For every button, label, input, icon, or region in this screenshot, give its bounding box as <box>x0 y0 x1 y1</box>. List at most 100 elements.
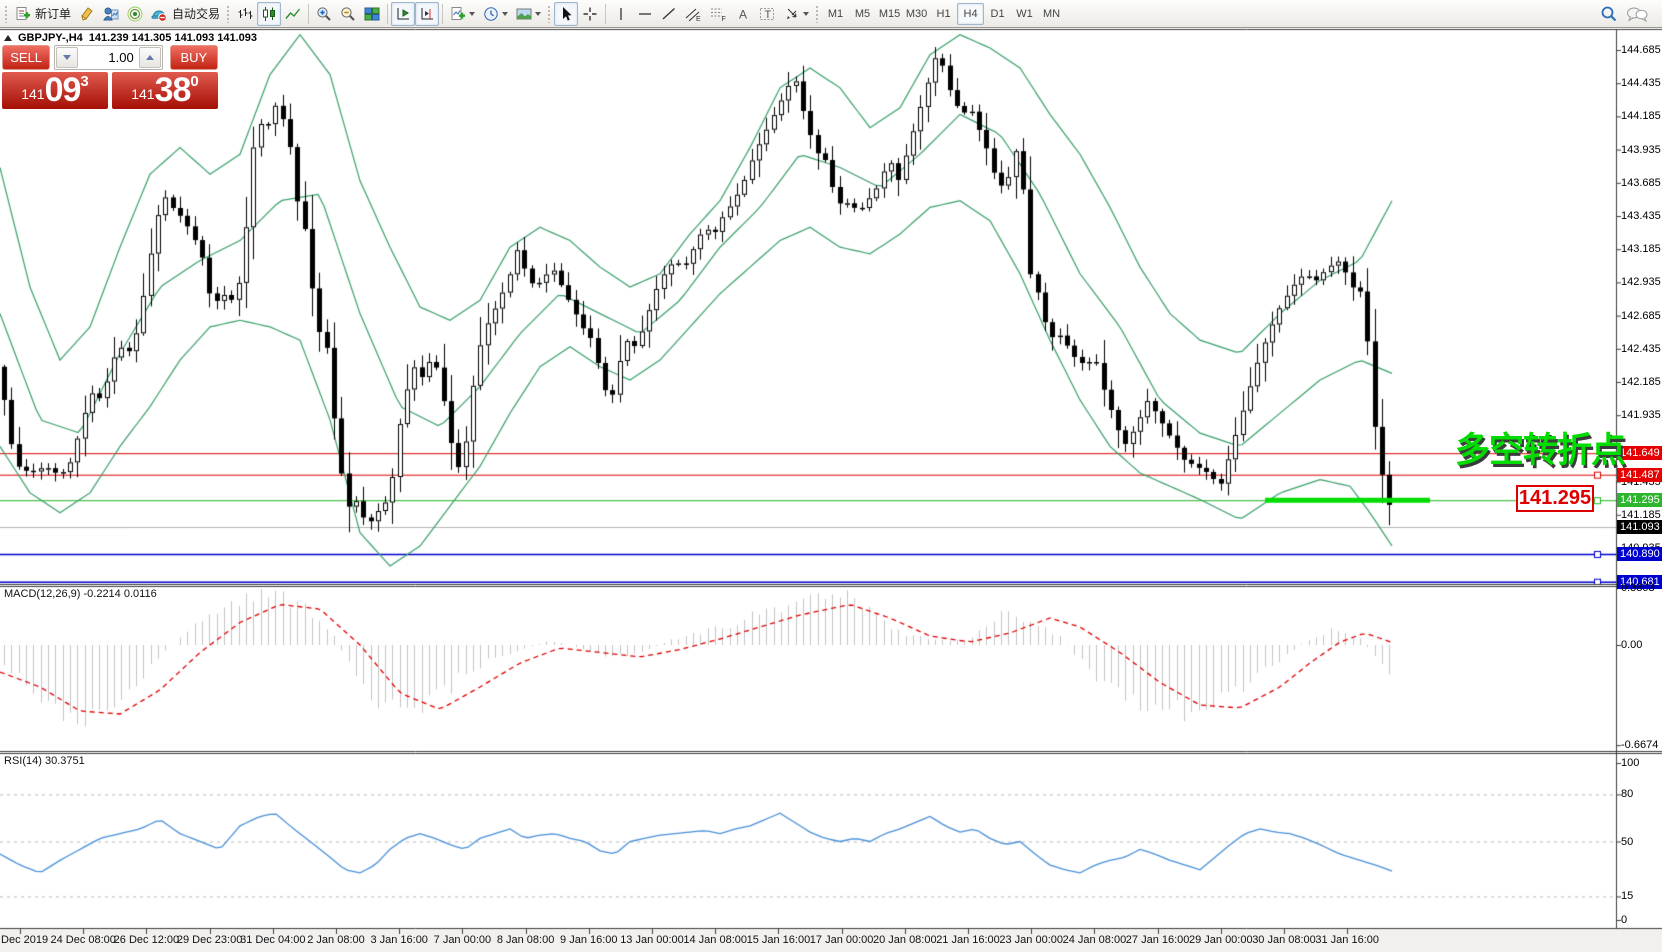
date-tick-label: 14 Jan 08:00 <box>683 934 747 946</box>
price-tick: 143.185 <box>1621 243 1661 256</box>
text-label-button[interactable]: T <box>755 2 780 26</box>
date-tick-label: 21 Jan 16:00 <box>936 934 1000 946</box>
arrows-button[interactable] <box>780 2 813 26</box>
vertical-line-button[interactable] <box>609 2 633 26</box>
date-tick-label: 2 Jan 08:00 <box>307 934 365 946</box>
fibonacci-button[interactable]: F <box>706 2 731 26</box>
crosshair-button[interactable] <box>578 2 602 26</box>
timeframe-M30[interactable]: M30 <box>905 7 928 20</box>
timeframe-D1[interactable]: D1 <box>990 7 1005 20</box>
timeframe-M1[interactable]: M1 <box>827 7 844 20</box>
collapse-panel-icon[interactable] <box>4 35 12 41</box>
profile-button[interactable] <box>99 2 123 26</box>
date-tick-label: 3 Jan 16:00 <box>370 934 428 946</box>
date-tick-label: 7 Jan 00:00 <box>433 934 492 946</box>
new-chart-button[interactable] <box>446 2 479 26</box>
price-marker: 141.649 <box>1617 446 1662 461</box>
horizontal-line-icon <box>637 6 653 22</box>
wand-icon <box>79 6 95 22</box>
dropdown-caret-icon <box>535 11 542 16</box>
chart-canvas[interactable] <box>0 28 1662 952</box>
volume-decrease-button[interactable] <box>56 47 79 68</box>
toolbar-grip[interactable] <box>547 4 553 23</box>
price-tick: 144.435 <box>1621 77 1661 90</box>
chat-button[interactable] <box>1622 2 1652 26</box>
autotrading-button[interactable]: 自动交易 <box>147 2 224 26</box>
zoom-in-button[interactable] <box>312 2 336 26</box>
tile-windows-button[interactable] <box>360 2 384 26</box>
price-marker: 141.295 <box>1617 493 1662 508</box>
text-button[interactable]: A <box>731 2 755 26</box>
main-toolbar: 新订单 自动交易 <box>0 0 1662 28</box>
price-tick: 142.685 <box>1621 309 1661 322</box>
cursor-button[interactable] <box>554 1 579 26</box>
equidistant-channel-button[interactable]: E <box>681 2 706 26</box>
new-order-label: 新订单 <box>35 7 72 21</box>
timeframe-M15[interactable]: M15 <box>878 7 901 20</box>
date-tick-label: 29 Dec 23:00 <box>176 934 243 946</box>
trendline-button[interactable] <box>657 2 681 26</box>
sell-button[interactable]: SELL <box>2 45 51 70</box>
search-icon <box>1600 5 1618 23</box>
fibonacci-icon: F <box>710 6 727 22</box>
volume-increase-button[interactable] <box>138 47 161 68</box>
date-tick-label: 17 Jan 00:00 <box>809 934 874 946</box>
candlestick-chart-icon <box>261 6 277 22</box>
chart-text-annotation[interactable]: 多空转折点 <box>1455 431 1626 470</box>
one-click-trading-panel: SELL BUY 141 09 3 141 38 0 <box>2 45 218 109</box>
svg-text:T: T <box>765 9 772 21</box>
signals-button[interactable] <box>123 2 147 26</box>
arrow-shapes-icon <box>784 6 800 22</box>
line-chart-button[interactable] <box>281 2 305 26</box>
timeframe-H4[interactable]: H4 <box>957 2 985 25</box>
timeframe-H1[interactable]: H1 <box>936 7 951 20</box>
crosshair-icon <box>582 6 598 22</box>
svg-text:F: F <box>722 16 726 22</box>
timeframe-MN[interactable]: MN <box>1042 7 1061 20</box>
template-button[interactable] <box>512 2 545 26</box>
tile-windows-icon <box>364 6 380 22</box>
buy-price[interactable]: 141 38 0 <box>112 72 218 109</box>
rsi-scale-value: 100 <box>1621 757 1640 769</box>
horizontal-line-button[interactable] <box>633 2 657 26</box>
bar-chart-icon <box>237 6 253 22</box>
price-tick: 141.185 <box>1621 508 1661 521</box>
date-tick-label: 8 Jan 08:00 <box>496 934 555 946</box>
zoom-out-button[interactable] <box>336 2 360 26</box>
arrow-up-icon <box>145 55 154 60</box>
rsi-scale-value: 80 <box>1621 788 1634 801</box>
date-tick-label: 31 Jan 16:00 <box>1315 934 1379 946</box>
indicator-wand-button[interactable] <box>75 2 99 26</box>
period-button[interactable] <box>479 2 512 26</box>
macd-scale-value: -0.6674 <box>1621 739 1659 752</box>
symbol-info-line: GBPJPY-,H4 141.239 141.305 141.093 141.0… <box>4 32 257 44</box>
ohlc-values: 141.239 141.305 141.093 141.093 <box>88 32 258 44</box>
rsi-scale-value: 15 <box>1621 890 1634 903</box>
price-callout-box[interactable]: 141.295 <box>1516 485 1594 512</box>
timeframe-W1[interactable]: W1 <box>1016 7 1033 20</box>
chat-icon <box>1626 5 1648 23</box>
macd-scale-value: 0.3803 <box>1621 581 1655 594</box>
chart-shift-button[interactable] <box>391 1 416 26</box>
rsi-indicator-label: RSI(14) 30.3751 <box>4 755 85 767</box>
sell-price[interactable]: 141 09 3 <box>2 72 108 109</box>
zoom-out-icon <box>340 6 356 22</box>
bar-chart-button[interactable] <box>233 2 257 26</box>
new-order-button[interactable]: 新订单 <box>11 2 75 26</box>
toolbar-grip[interactable] <box>226 4 232 23</box>
new-chart-icon <box>450 6 466 22</box>
volume-input[interactable] <box>79 49 138 66</box>
date-tick-label: 15 Jan 16:00 <box>746 934 811 946</box>
toolbar-grip[interactable] <box>815 4 821 23</box>
date-tick-label: 24 Jan 08:00 <box>1062 934 1127 946</box>
candlestick-chart-button[interactable] <box>257 1 282 26</box>
vertical-line-icon <box>614 6 628 22</box>
timeframe-M5[interactable]: M5 <box>854 7 871 20</box>
search-button[interactable] <box>1596 2 1622 26</box>
buy-button[interactable]: BUY <box>169 45 218 70</box>
price-tick: 143.435 <box>1621 210 1661 222</box>
auto-scroll-button[interactable] <box>415 1 440 26</box>
toolbar-grip[interactable] <box>4 4 9 23</box>
sell-price-pip: 3 <box>80 73 89 90</box>
